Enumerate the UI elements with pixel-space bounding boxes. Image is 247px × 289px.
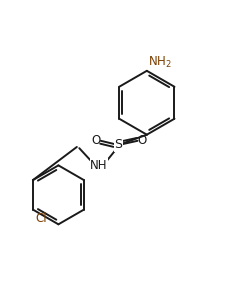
- Text: S: S: [115, 138, 123, 151]
- Text: O: O: [92, 134, 101, 147]
- Text: Cl: Cl: [35, 212, 47, 225]
- Text: NH$_2$: NH$_2$: [148, 55, 172, 70]
- Text: O: O: [137, 134, 146, 147]
- Text: NH: NH: [90, 159, 108, 172]
